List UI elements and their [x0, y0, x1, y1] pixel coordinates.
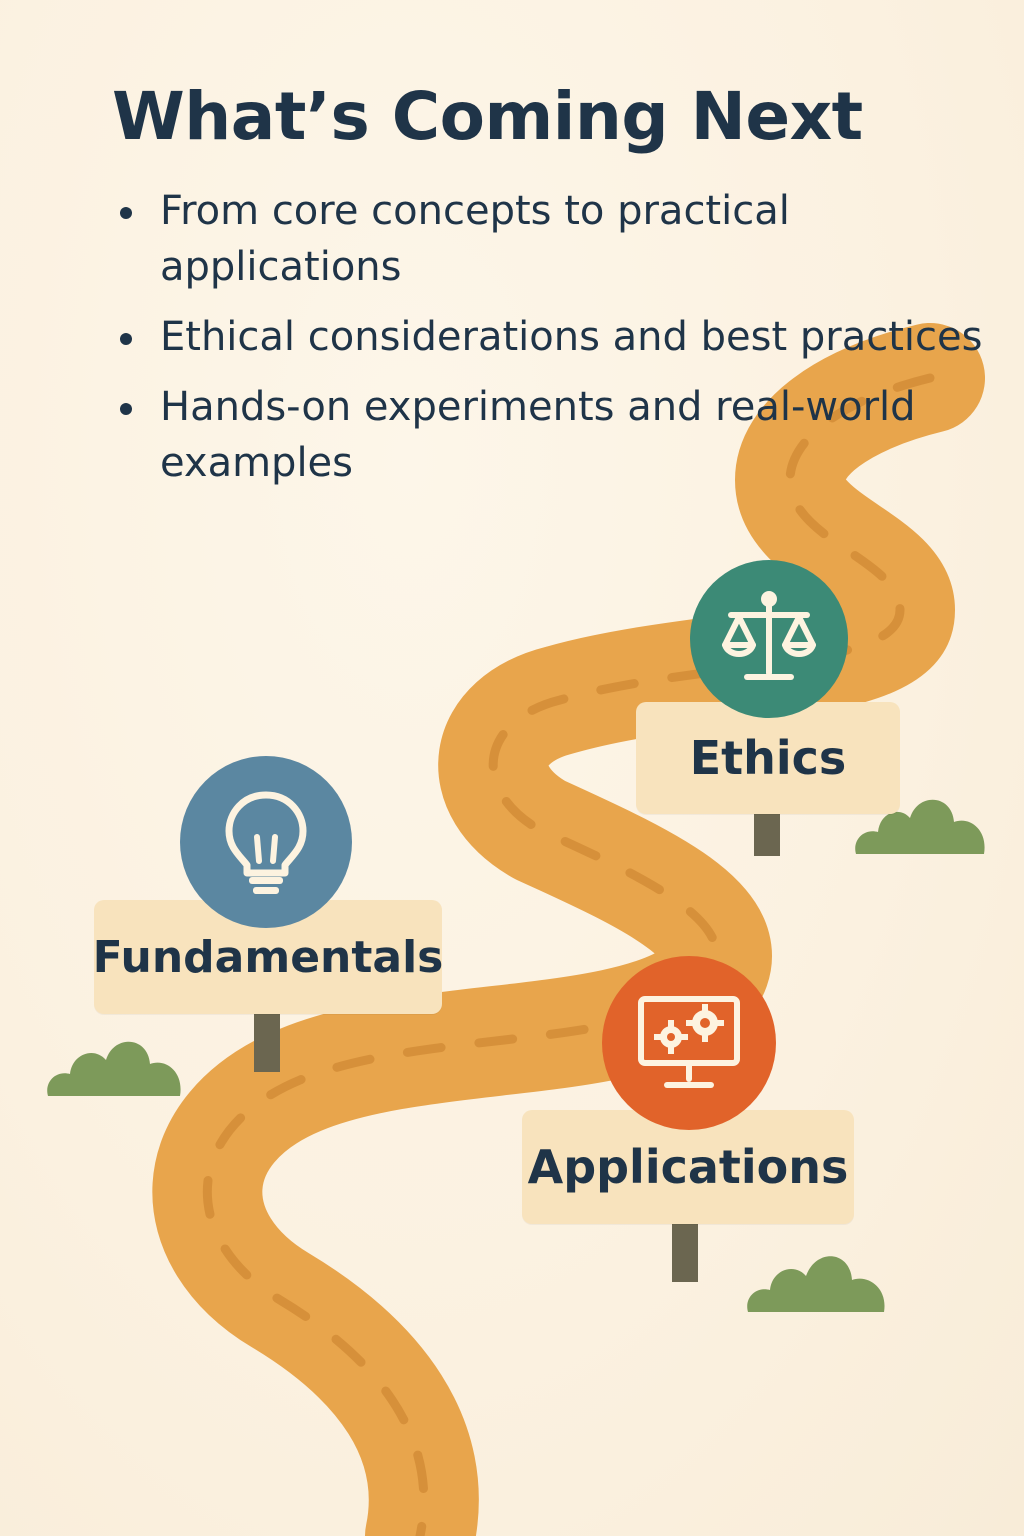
signpost-pole — [672, 1220, 698, 1282]
fundamentals-badge — [180, 756, 352, 928]
list-item: From core concepts to practical applicat… — [118, 183, 998, 295]
sign-ethics: Ethics — [636, 702, 900, 814]
lightbulb-icon — [225, 791, 307, 894]
signpost-pole — [754, 808, 780, 856]
bullet-text: From core concepts to practical applicat… — [160, 188, 790, 290]
signpost-pole — [254, 1008, 280, 1072]
bush-icon — [747, 1256, 885, 1312]
sign-label: Ethics — [689, 731, 847, 785]
road-center-dashes — [202, 373, 935, 1536]
page-title: What’s Coming Next — [112, 78, 863, 155]
applications-badge — [602, 956, 776, 1130]
bush-icon — [47, 1041, 181, 1096]
bush-icon — [855, 799, 985, 854]
scales-icon — [722, 591, 816, 680]
list-item: Hands-on experiments and real-world exam… — [118, 379, 998, 491]
bullet-list: From core concepts to practical applicat… — [118, 183, 998, 505]
sign-label: Applications — [527, 1140, 849, 1194]
ethics-badge — [690, 560, 848, 718]
monitor-gears-icon — [638, 996, 740, 1088]
list-item: Ethical considerations and best practice… — [118, 309, 998, 365]
bullet-text: Ethical considerations and best practice… — [160, 314, 983, 360]
sign-label: Fundamentals — [92, 931, 444, 983]
bullet-text: Hands-on experiments and real-world exam… — [160, 384, 916, 486]
